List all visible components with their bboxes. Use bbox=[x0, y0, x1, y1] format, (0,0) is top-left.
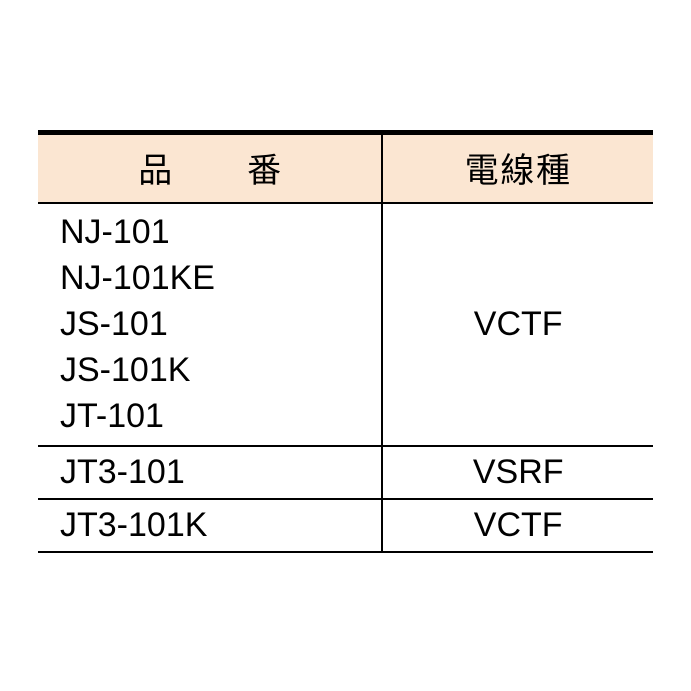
cell-part-numbers: JT3-101K bbox=[38, 499, 382, 552]
part-number: JS-101K bbox=[60, 348, 381, 394]
table-row: JT3-101K VCTF bbox=[38, 499, 653, 552]
col-header-part-number: 品 番 bbox=[38, 133, 382, 204]
part-number: JT3-101 bbox=[60, 453, 381, 492]
part-number: JT-101 bbox=[60, 394, 381, 440]
part-number: JS-101 bbox=[60, 302, 381, 348]
page: 品 番 電線種 NJ-101 NJ-101KE JS-101 JS-101K J… bbox=[0, 0, 691, 691]
cell-wire-type: VCTF bbox=[382, 499, 653, 552]
table-header-row: 品 番 電線種 bbox=[38, 133, 653, 204]
col-header-wire-type: 電線種 bbox=[382, 133, 653, 204]
cell-part-numbers: NJ-101 NJ-101KE JS-101 JS-101K JT-101 bbox=[38, 203, 382, 446]
table-row: JT3-101 VSRF bbox=[38, 446, 653, 499]
cell-wire-type: VSRF bbox=[382, 446, 653, 499]
part-number: JT3-101K bbox=[60, 506, 381, 545]
spec-table: 品 番 電線種 NJ-101 NJ-101KE JS-101 JS-101K J… bbox=[38, 130, 653, 553]
part-number: NJ-101KE bbox=[60, 256, 381, 302]
cell-part-numbers: JT3-101 bbox=[38, 446, 382, 499]
table-row: NJ-101 NJ-101KE JS-101 JS-101K JT-101 VC… bbox=[38, 203, 653, 446]
cell-wire-type: VCTF bbox=[382, 203, 653, 446]
part-number: NJ-101 bbox=[60, 210, 381, 256]
